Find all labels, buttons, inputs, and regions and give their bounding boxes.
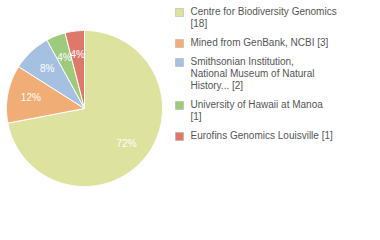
svg-text:Centre for Biodiversity Genomi: Centre for Biodiversity Genomics[18]	[191, 6, 337, 29]
svg-text:University of Hawaii at Manoa[: University of Hawaii at Manoa[1]	[191, 99, 324, 122]
svg-text:4%: 4%	[70, 49, 85, 60]
svg-text:12%: 12%	[21, 92, 41, 103]
svg-text:Smithsonian Institution,Nation: Smithsonian Institution,National Museum …	[191, 56, 315, 91]
svg-text:4%: 4%	[57, 51, 72, 63]
svg-text:Eurofins Genomics Louisville [: Eurofins Genomics Louisville [1]	[191, 130, 334, 141]
svg-text:72%: 72%	[117, 138, 137, 149]
svg-text:8%: 8%	[40, 63, 55, 74]
svg-text:Mined from GenBank, NCBI [3]: Mined from GenBank, NCBI [3]	[191, 37, 329, 48]
